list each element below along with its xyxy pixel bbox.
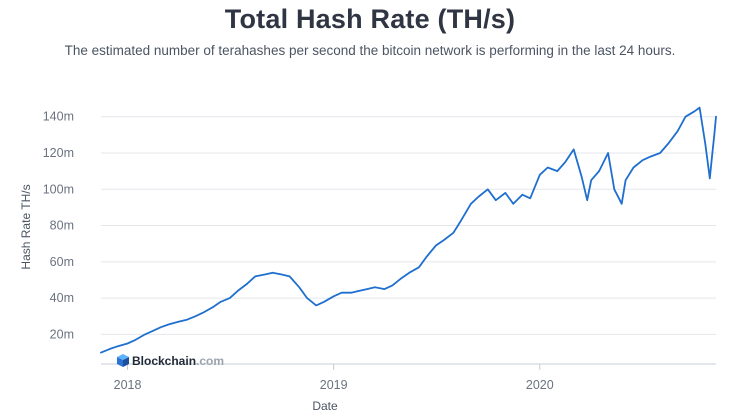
x-tick-label: 2019 xyxy=(320,378,348,392)
y-tick-label: 120m xyxy=(43,146,74,160)
series-line-layer xyxy=(100,106,717,354)
x-axis: 2018 2019 2020 xyxy=(101,363,716,392)
y-axis-title: Hash Rate TH/s xyxy=(19,184,33,269)
blockchain-logo: Blockchain.com xyxy=(117,354,224,368)
chart-subtitle: The estimated number of terahashes per s… xyxy=(64,43,676,58)
blockchain-logo-icon xyxy=(117,354,129,367)
series-line-0 xyxy=(100,106,717,354)
x-tick-label: 2020 xyxy=(526,378,554,392)
y-tick-label: 20m xyxy=(50,327,74,341)
x-axis-title: Date xyxy=(312,399,338,413)
y-tick-label: 80m xyxy=(50,219,74,233)
y-tick-label: 100m xyxy=(43,182,74,196)
grid-lines xyxy=(101,116,716,335)
blockchain-logo-text: Blockchain.com xyxy=(132,354,224,368)
chart-title: Total Hash Rate (TH/s) xyxy=(224,4,516,34)
brand-name: Blockchain xyxy=(132,354,196,368)
x-tick-label: 2018 xyxy=(114,378,142,392)
y-tick-label: 40m xyxy=(50,291,74,305)
y-axis-labels: 20m 40m 60m 80m 100m 120m 140m xyxy=(43,110,74,342)
brand-tld: .com xyxy=(196,354,224,368)
y-tick-label: 140m xyxy=(43,110,74,124)
y-tick-label: 60m xyxy=(50,255,74,269)
